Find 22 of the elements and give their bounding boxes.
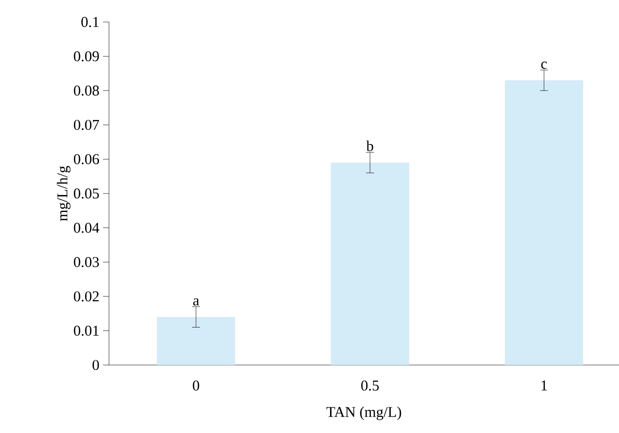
x-tick-label: 0 <box>192 380 200 391</box>
x-tick-label: 0.5 <box>361 380 379 391</box>
annotation: a <box>193 298 200 306</box>
y-tick-label: 0.01 <box>74 326 99 336</box>
y-tick-label: 0.07 <box>74 120 100 130</box>
y-tick-label: 0.06 <box>74 154 100 164</box>
y-tick-label: 0.09 <box>74 51 99 62</box>
annotation: c <box>541 62 547 69</box>
y-tick-label: 0 <box>92 360 99 370</box>
y-axis-title: mg/L/h/g <box>56 166 70 221</box>
annotation: b <box>366 140 374 152</box>
y-tick-label: 0.1 <box>81 16 99 28</box>
x-tick-label: 1 <box>542 380 547 390</box>
bar <box>156 316 236 365</box>
y-tick-label: 0.04 <box>74 222 100 233</box>
y-tick-label: 0.03 <box>74 257 99 268</box>
bar <box>504 80 584 365</box>
y-tick-label: 0.05 <box>74 188 99 199</box>
y-tick-label: 0.08 <box>74 86 99 96</box>
bar <box>330 162 410 365</box>
y-tick-label: 0.02 <box>74 291 99 302</box>
x-axis-title: TAN (mg/L) <box>326 406 402 420</box>
